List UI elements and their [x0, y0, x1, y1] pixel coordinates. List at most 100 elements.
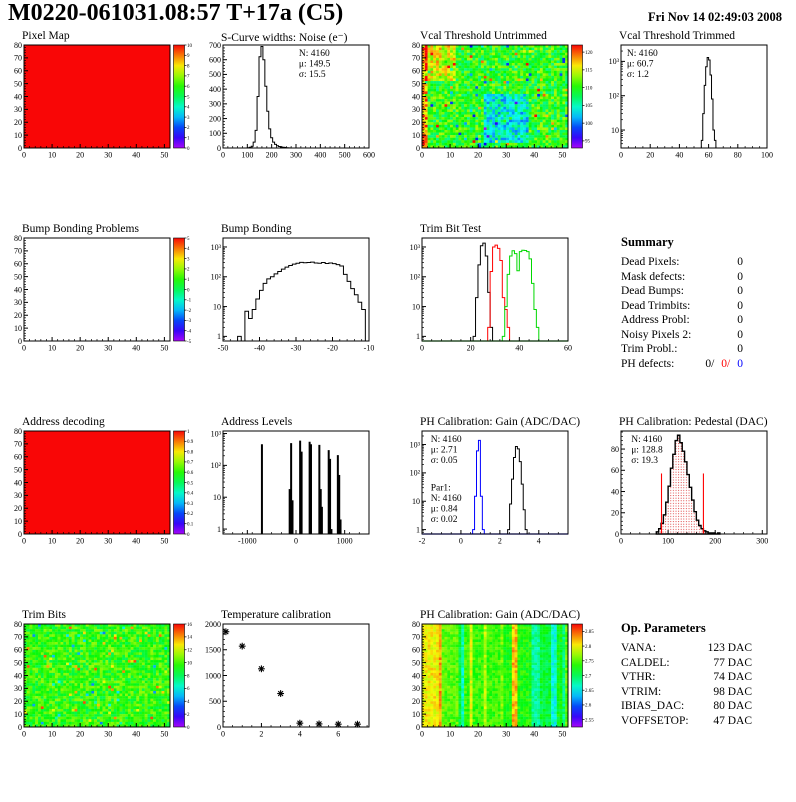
op-parameters-title: Op. Parameters	[621, 621, 706, 636]
row-label: Address Probl:	[621, 313, 690, 328]
row-value: 98 DAC	[713, 685, 752, 700]
svg-text:10³: 10³	[410, 243, 421, 252]
svg-text:10³: 10³	[211, 429, 222, 438]
row-value: 123 DAC	[708, 641, 752, 656]
row-label: Mask defects:	[621, 270, 685, 285]
svg-text:50: 50	[160, 151, 168, 160]
svg-text:20: 20	[14, 504, 22, 513]
svg-text:-20: -20	[327, 344, 338, 353]
svg-text:N: 4160: N: 4160	[431, 435, 462, 445]
svg-text:70: 70	[14, 440, 22, 449]
svg-text:50: 50	[160, 344, 168, 353]
svg-text:0: 0	[22, 151, 26, 160]
svg-text:40: 40	[14, 478, 22, 487]
svg-text:60: 60	[705, 151, 713, 160]
row-label: Dead Bumps:	[621, 284, 684, 299]
list-item: VTRIM:98 DAC	[621, 685, 752, 700]
list-item: Address Probl:0	[621, 313, 743, 328]
svg-text:70: 70	[14, 247, 22, 256]
svg-text:0.8: 0.8	[187, 450, 194, 455]
svg-text:0.4: 0.4	[187, 492, 194, 497]
svg-text:10²: 10²	[410, 469, 421, 478]
svg-text:1: 1	[217, 525, 221, 534]
svg-text:10: 10	[48, 537, 56, 546]
svg-text:σ: 1.2: σ: 1.2	[627, 70, 649, 80]
row-value: 80 DAC	[713, 699, 752, 714]
svg-text:50: 50	[160, 537, 168, 546]
svg-text:2: 2	[187, 268, 190, 273]
svg-text:1: 1	[187, 430, 190, 435]
row-value: 0	[737, 270, 743, 285]
svg-text:600: 600	[363, 151, 375, 160]
row-label: Dead Pixels:	[621, 255, 679, 270]
svg-text:100: 100	[585, 122, 593, 127]
list-item: Dead Bumps:0	[621, 284, 743, 299]
svg-text:20: 20	[646, 151, 654, 160]
svg-text:50: 50	[558, 151, 566, 160]
svg-text:8: 8	[187, 64, 190, 69]
svg-text:70: 70	[412, 54, 420, 63]
svg-text:80: 80	[611, 445, 619, 454]
svg-text:200: 200	[209, 114, 221, 123]
svg-text:40: 40	[14, 285, 22, 294]
svg-text:0.1: 0.1	[187, 523, 194, 528]
svg-text:30: 30	[14, 491, 22, 500]
svg-text:40: 40	[132, 151, 140, 160]
svg-text:0.2: 0.2	[187, 512, 194, 517]
svg-text:-1: -1	[187, 299, 192, 304]
svg-text:30: 30	[104, 344, 112, 353]
svg-text:0.7: 0.7	[187, 461, 194, 466]
svg-text:0: 0	[416, 144, 420, 153]
svg-text:30: 30	[104, 537, 112, 546]
svg-text:60: 60	[564, 344, 572, 353]
svg-text:20: 20	[412, 118, 420, 127]
svg-text:50: 50	[412, 79, 420, 88]
svg-text:0: 0	[217, 144, 221, 153]
svg-text:N: 4160: N: 4160	[631, 435, 662, 445]
svg-text:0.9: 0.9	[187, 440, 194, 445]
svg-text:60: 60	[14, 67, 22, 76]
svg-text:20: 20	[467, 344, 475, 353]
row-label: Dead Trimbits:	[621, 299, 690, 314]
svg-text:-40: -40	[254, 344, 265, 353]
timestamp: Fri Nov 14 02:49:03 2008	[648, 10, 782, 25]
row-label: VANA:	[621, 641, 656, 656]
svg-text:40: 40	[530, 151, 538, 160]
row-value: 0/	[705, 357, 714, 372]
svg-text:0: 0	[22, 344, 26, 353]
svg-text:0: 0	[420, 151, 424, 160]
svg-text:80: 80	[734, 151, 742, 160]
svg-text:0: 0	[18, 337, 22, 346]
list-item: PH defects:0/0/0	[621, 357, 743, 372]
svg-text:10: 10	[213, 493, 221, 502]
svg-text:10³: 10³	[211, 243, 222, 252]
svg-text:500: 500	[339, 151, 351, 160]
svg-text:700: 700	[209, 41, 221, 50]
svg-text:Par1:: Par1:	[431, 484, 451, 494]
list-item: IBIAS_DAC:80 DAC	[621, 699, 752, 714]
row-label: VOFFSETOP:	[621, 714, 689, 729]
svg-text:80: 80	[412, 41, 420, 50]
svg-text:0: 0	[619, 537, 623, 546]
row-value: 74 DAC	[713, 670, 752, 685]
svg-text:3: 3	[187, 257, 190, 262]
svg-text:9: 9	[187, 54, 190, 59]
svg-text:60: 60	[611, 466, 619, 475]
list-item: Mask defects: 0	[621, 270, 743, 285]
summary-title: Summary	[621, 235, 674, 250]
svg-text:-1000: -1000	[238, 537, 257, 546]
